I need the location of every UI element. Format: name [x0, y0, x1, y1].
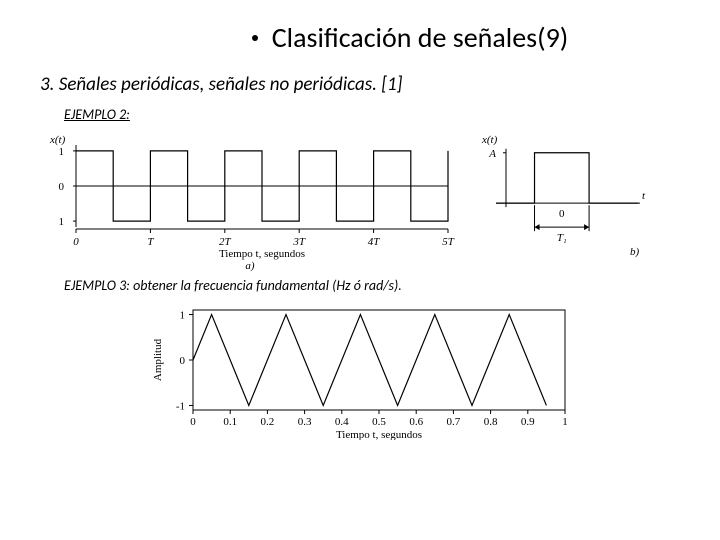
svg-text:0.2: 0.2 [261, 416, 275, 428]
section-ref: [1] [381, 73, 402, 96]
svg-text:1: 1 [180, 310, 186, 322]
svg-text:0.6: 0.6 [409, 416, 423, 428]
svg-text:0.8: 0.8 [484, 416, 498, 428]
svg-text:1: 1 [59, 146, 65, 158]
slide-title-row: Clasificación de señales(9) [140, 20, 680, 55]
svg-text:T₁: T₁ [557, 232, 567, 244]
svg-text:0: 0 [73, 236, 79, 248]
svg-text:0: 0 [559, 208, 565, 220]
slide-title: Clasificación de señales(9) [272, 20, 569, 55]
example2-figures: x(t)1010T2T3T4T5TTiempo t, segundosa) x(… [40, 129, 680, 259]
example2-label: EJEMPLO 2: [64, 106, 680, 123]
section-number: 3. [40, 73, 54, 96]
svg-text:0.7: 0.7 [447, 416, 461, 428]
svg-text:x(t): x(t) [49, 134, 66, 146]
svg-text:Tiempo t, segundos: Tiempo t, segundos [219, 248, 305, 260]
square-wave-chart: x(t)1010T2T3T4T5TTiempo t, segundosa) [40, 129, 460, 259]
svg-text:Tiempo t, segundos: Tiempo t, segundos [336, 429, 422, 440]
triangle-wave-chart: 0 0.1 0.2 0.3 0.4 0.5 0.6 0.7 0.8 0.9 1 1 0 -1 Amplitu… [145, 300, 575, 440]
pulse-chart: x(t) At 0 T₁ b) [474, 129, 644, 259]
svg-text:Amplitud: Amplitud [152, 338, 164, 381]
svg-text:3T: 3T [292, 236, 306, 248]
svg-text:-1: -1 [176, 400, 185, 412]
svg-text:T: T [147, 236, 154, 248]
svg-text:a): a) [245, 260, 255, 272]
svg-text:A: A [488, 148, 496, 160]
svg-text:t: t [642, 190, 646, 202]
svg-text:4T: 4T [368, 236, 381, 248]
svg-text:b): b) [630, 246, 640, 258]
svg-text:5T: 5T [442, 236, 455, 248]
example3-figure-wrap: 0 0.1 0.2 0.3 0.4 0.5 0.6 0.7 0.8 0.9 1 1 0 -1 Amplitu… [40, 300, 680, 440]
svg-text:0: 0 [59, 181, 65, 193]
svg-text:0.9: 0.9 [521, 416, 535, 428]
svg-text:2T: 2T [219, 236, 232, 248]
svg-text:0.5: 0.5 [372, 416, 386, 428]
svg-text:0.4: 0.4 [335, 416, 349, 428]
section-heading: 3. Señales periódicas, señales no periód… [40, 73, 680, 96]
svg-text:1: 1 [59, 216, 65, 228]
example3-label: EJEMPLO 3: obtener la frecuencia fundame… [64, 277, 680, 294]
svg-text:x(t): x(t) [481, 134, 498, 146]
svg-text:0.1: 0.1 [223, 416, 237, 428]
svg-text:1: 1 [562, 416, 568, 428]
svg-text:0: 0 [190, 416, 196, 428]
bullet-icon [252, 35, 258, 41]
svg-text:0: 0 [180, 355, 186, 367]
section-text: Señales periódicas, señales no periódica… [59, 73, 377, 96]
svg-text:0.3: 0.3 [298, 416, 312, 428]
